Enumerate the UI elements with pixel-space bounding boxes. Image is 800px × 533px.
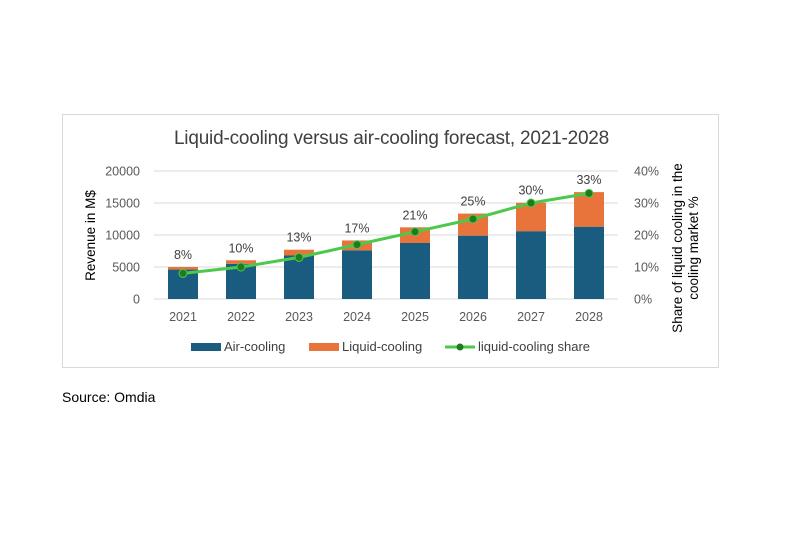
- bar-air-cooling: [574, 226, 604, 299]
- bar-air-cooling: [458, 235, 488, 299]
- share-data-label: 25%: [460, 195, 485, 209]
- legend-swatch-air-cooling: [191, 343, 221, 351]
- share-data-label: 17%: [344, 221, 369, 235]
- legend-label-share: liquid-cooling share: [478, 339, 590, 354]
- y-tick-label: 10000: [105, 229, 140, 243]
- y2-axis-label-line: Share of liquid cooling in the: [669, 163, 685, 333]
- bar-air-cooling: [516, 231, 546, 299]
- bar-air-cooling: [342, 250, 372, 299]
- legend-label-air-cooling: Air-cooling: [224, 339, 285, 354]
- bar-air-cooling: [400, 243, 430, 299]
- y2-axis-label-line: cooling market %: [685, 196, 701, 300]
- bar-liquid-cooling: [226, 260, 256, 264]
- legend-swatch-share-marker: [456, 343, 464, 351]
- y-tick-label: 20000: [105, 165, 140, 179]
- share-marker: [178, 268, 188, 278]
- share-data-label: 10%: [228, 241, 253, 255]
- share-marker: [352, 240, 362, 250]
- y2-tick-label: 30%: [634, 197, 659, 211]
- chart-plot: 0 5000 10000 15000 20000 0% 10% 20% 30% 40% 2021 20…: [105, 165, 659, 355]
- share-marker: [468, 214, 478, 224]
- share-data-label: 13%: [286, 231, 311, 245]
- x-tick-label: 2022: [227, 310, 255, 324]
- y2-tick-label: 10%: [634, 261, 659, 275]
- share-data-label: 33%: [576, 173, 601, 187]
- y2-tick-label: 20%: [634, 229, 659, 243]
- x-tick-label: 2028: [575, 310, 603, 324]
- bar-liquid-cooling: [168, 267, 198, 270]
- share-marker: [526, 198, 536, 208]
- x-tick-label: 2026: [459, 310, 487, 324]
- x-tick-label: 2027: [517, 310, 545, 324]
- x-tick-label: 2025: [401, 310, 429, 324]
- share-marker: [236, 262, 246, 272]
- x-tick-label: 2021: [169, 310, 197, 324]
- share-marker: [584, 188, 594, 198]
- y2-tick-label: 40%: [634, 165, 659, 179]
- source-note: Source: Omdia: [62, 389, 156, 405]
- share-data-label: 8%: [174, 248, 192, 262]
- legend-label-liquid-cooling: Liquid-cooling: [342, 339, 422, 354]
- share-data-label: 30%: [518, 184, 543, 198]
- share-marker: [294, 252, 304, 262]
- chart-title: Liquid-cooling versus air-cooling foreca…: [173, 128, 610, 149]
- share-marker: [410, 227, 420, 237]
- y2-axis-label: Share of liquid cooling in the cooling ma…: [670, 163, 702, 333]
- y-tick-label: 15000: [105, 197, 140, 211]
- share-data-label: 21%: [402, 208, 427, 222]
- y-tick-label: 0: [133, 293, 140, 307]
- bar-liquid-cooling: [284, 249, 314, 256]
- x-tick-label: 2024: [343, 310, 371, 324]
- bar-air-cooling: [284, 255, 314, 299]
- y-tick-label: 5000: [112, 261, 140, 275]
- y-axis-label: Revenue in M$: [82, 189, 98, 281]
- x-tick-label: 2023: [285, 310, 313, 324]
- y2-tick-label: 0%: [634, 293, 652, 307]
- bar-liquid-cooling: [458, 213, 488, 236]
- share-line: [182, 191, 590, 275]
- chart-frame: Liquid-cooling versus air-cooling foreca…: [62, 114, 719, 368]
- legend-swatch-liquid-cooling: [309, 343, 339, 351]
